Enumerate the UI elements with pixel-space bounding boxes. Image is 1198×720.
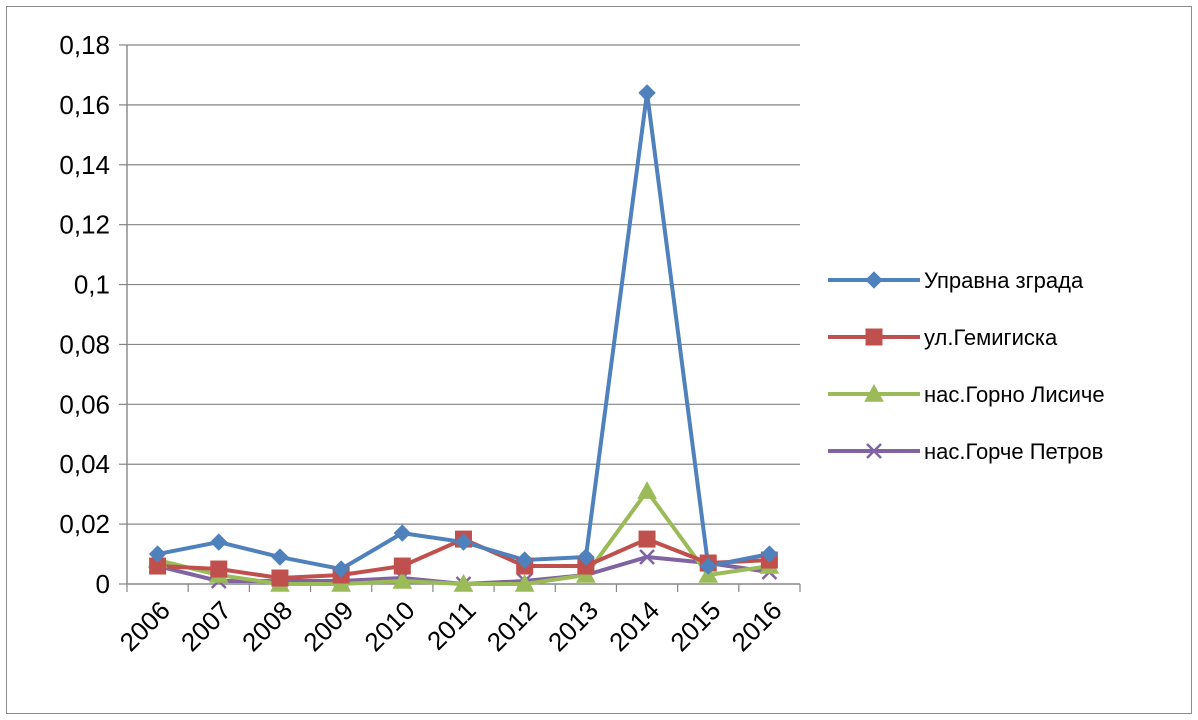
data-point bbox=[271, 548, 289, 566]
data-point bbox=[760, 545, 779, 563]
x-tick-label: 2016 bbox=[726, 595, 788, 657]
data-point bbox=[332, 560, 350, 578]
data-point bbox=[393, 557, 411, 575]
legend-label: Управна зграда bbox=[924, 268, 1084, 293]
y-tick-label: 0,1 bbox=[74, 270, 110, 300]
gridlines bbox=[127, 44, 800, 525]
y-tick-label: 0,06 bbox=[59, 389, 110, 419]
data-point bbox=[210, 560, 228, 578]
x-tick-label: 2015 bbox=[664, 595, 726, 657]
y-tick-label: 0,16 bbox=[59, 90, 110, 120]
data-point bbox=[454, 533, 473, 551]
legend-item: нас.Горно Лисиче bbox=[828, 382, 1105, 407]
y-tick-label: 0,14 bbox=[59, 150, 110, 180]
legend-item: Управна зграда bbox=[828, 268, 1084, 293]
data-point bbox=[271, 569, 289, 587]
data-point bbox=[210, 533, 228, 551]
legend-label: нас.Горче Петров bbox=[924, 439, 1103, 464]
legend-label: ул.Гемигиска bbox=[924, 325, 1058, 350]
data-point bbox=[392, 570, 413, 589]
data-point bbox=[514, 573, 535, 592]
y-tick-label: 0,18 bbox=[59, 30, 110, 60]
data-point bbox=[637, 481, 657, 499]
x-tick-label: 2014 bbox=[603, 595, 665, 657]
data-point bbox=[866, 443, 882, 459]
x-tick-label: 2011 bbox=[421, 595, 482, 656]
x-tick-label: 2012 bbox=[481, 595, 543, 657]
data-point bbox=[865, 328, 883, 346]
y-tick-label: 0,08 bbox=[59, 329, 110, 359]
data-point-stroke bbox=[866, 443, 882, 459]
data-point bbox=[639, 549, 655, 565]
x-tick-label: 2013 bbox=[542, 595, 604, 657]
x-tick-label: 2007 bbox=[175, 595, 237, 657]
data-point bbox=[864, 383, 884, 402]
y-tick-label: 0,12 bbox=[59, 210, 110, 240]
data-point bbox=[638, 84, 656, 102]
legend-item: нас.Горче Петров bbox=[828, 439, 1103, 464]
data-point bbox=[699, 557, 717, 575]
y-tick-label: 0,04 bbox=[59, 449, 110, 479]
data-point bbox=[453, 573, 474, 592]
data-point bbox=[515, 551, 534, 569]
legend-label: нас.Горно Лисиче bbox=[924, 382, 1105, 407]
data-point bbox=[638, 530, 656, 548]
chart-frame bbox=[6, 6, 1192, 714]
y-tick-label: 0 bbox=[96, 569, 110, 599]
x-tick-label: 2008 bbox=[236, 595, 298, 657]
data-point bbox=[865, 271, 883, 289]
data-point bbox=[577, 548, 595, 566]
y-tick-label: 0,02 bbox=[59, 509, 110, 539]
data-point bbox=[393, 524, 412, 542]
series-layer bbox=[147, 84, 780, 592]
legend: Управна зграда ул.Гемигиска нас.Горно Лиси… bbox=[828, 268, 1105, 464]
data-point-stroke bbox=[639, 549, 655, 565]
x-tick-label: 2006 bbox=[114, 595, 176, 657]
data-point bbox=[148, 545, 167, 563]
x-tick-label: 2009 bbox=[297, 595, 359, 657]
legend-item: ул.Гемигиска bbox=[828, 325, 1058, 350]
x-tick-label: 2010 bbox=[358, 595, 420, 657]
